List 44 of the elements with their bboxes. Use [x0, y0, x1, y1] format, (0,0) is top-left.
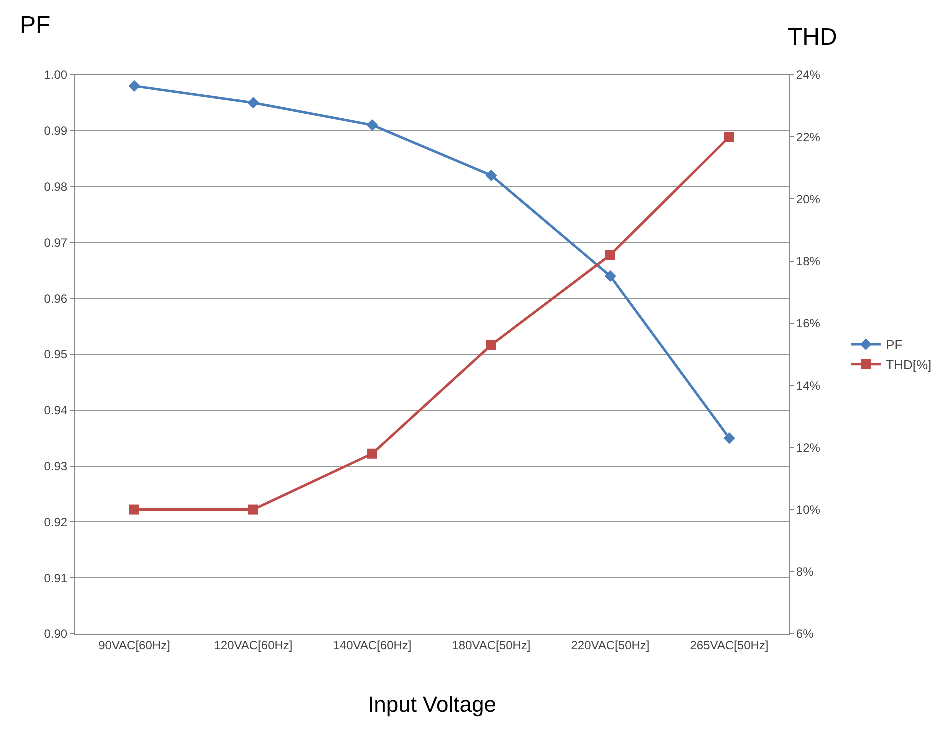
point [366, 119, 378, 132]
y2-tick-label: 18% [796, 254, 821, 269]
point [130, 504, 140, 515]
y-tick-label: 0.91 [44, 571, 68, 586]
x-tick-label: 265VAC[50Hz] [690, 638, 769, 652]
y-tick-label: 0.93 [44, 460, 68, 474]
y2-tick-label: 20% [796, 192, 821, 206]
y-tick-label: 0.98 [44, 180, 68, 194]
x-axis-title: Input Voltage [368, 692, 496, 717]
x-tick-label: 140VAC[60Hz] [333, 638, 412, 652]
x-tick-label: 220VAC[50Hz] [571, 638, 650, 652]
point [606, 250, 616, 260]
y-tick-label: 1.00 [44, 68, 68, 82]
point [128, 80, 140, 92]
point [248, 504, 258, 515]
y-tick-label: 0.97 [44, 236, 68, 250]
x-tick-label: 180VAC[50Hz] [452, 638, 531, 652]
y2-tick-label: 10% [796, 502, 821, 517]
y2-tick-label: 24% [796, 68, 821, 82]
y2-tick-label: 14% [796, 378, 821, 393]
y-tick-label: 0.99 [44, 124, 68, 138]
legend-label: PF [886, 338, 903, 353]
point [248, 97, 260, 109]
y2-tick-label: 8% [796, 565, 814, 580]
y-tick-label: 0.96 [44, 292, 68, 306]
y-tick-label: 0.95 [44, 348, 68, 362]
y-tick-label: 0.94 [44, 404, 68, 418]
y-tick-label: 0.92 [44, 515, 68, 530]
point [724, 432, 736, 444]
point [368, 448, 378, 459]
y2-tick-label: 12% [796, 440, 821, 455]
point [486, 340, 496, 350]
point [486, 170, 498, 182]
y2-tick-label: 6% [796, 627, 814, 642]
point [724, 132, 734, 142]
y-tick-label: 0.90 [44, 627, 68, 642]
y-axis-title: PF [20, 12, 51, 39]
legend-label: THD[%] [886, 357, 932, 372]
x-tick-label: 90VAC[60Hz] [98, 638, 170, 652]
y2-tick-label: 16% [796, 316, 821, 331]
x-tick-label: 120VAC[60Hz] [214, 638, 293, 652]
y2-tick-label: 22% [796, 130, 821, 144]
y2-axis-title: THD [788, 24, 838, 51]
point [604, 270, 616, 282]
